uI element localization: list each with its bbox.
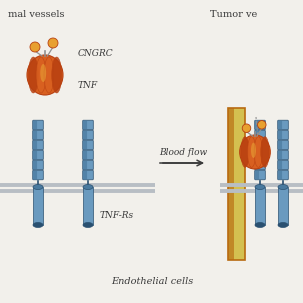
Text: TNF: TNF [78, 81, 98, 89]
FancyBboxPatch shape [278, 171, 282, 179]
Bar [228, 108, 234, 260]
FancyBboxPatch shape [278, 131, 282, 139]
Bar [255, 187, 265, 225]
Bar [33, 187, 43, 225]
Ellipse shape [52, 57, 62, 93]
Bar [228, 108, 245, 260]
FancyBboxPatch shape [33, 170, 43, 180]
Ellipse shape [255, 185, 265, 189]
FancyBboxPatch shape [255, 160, 265, 170]
FancyBboxPatch shape [33, 160, 43, 170]
Ellipse shape [83, 222, 93, 228]
Ellipse shape [254, 137, 263, 167]
FancyBboxPatch shape [278, 161, 282, 169]
FancyBboxPatch shape [33, 121, 37, 129]
FancyBboxPatch shape [83, 151, 87, 159]
FancyBboxPatch shape [278, 120, 288, 130]
FancyBboxPatch shape [33, 161, 37, 169]
Text: Blood flow: Blood flow [159, 148, 208, 157]
Ellipse shape [40, 64, 46, 82]
FancyBboxPatch shape [278, 141, 282, 149]
Circle shape [258, 121, 266, 129]
FancyBboxPatch shape [33, 171, 37, 179]
Ellipse shape [278, 185, 288, 189]
Bar [278, 187, 288, 225]
FancyBboxPatch shape [83, 160, 93, 170]
FancyBboxPatch shape [255, 130, 265, 140]
Ellipse shape [28, 57, 38, 93]
Text: CNGRC: CNGRC [78, 48, 114, 58]
FancyBboxPatch shape [278, 121, 282, 129]
FancyBboxPatch shape [255, 161, 259, 169]
FancyBboxPatch shape [255, 140, 265, 150]
FancyBboxPatch shape [83, 130, 93, 140]
FancyBboxPatch shape [83, 171, 87, 179]
Ellipse shape [33, 185, 43, 189]
Text: Tumor ve: Tumor ve [210, 10, 257, 19]
FancyBboxPatch shape [278, 130, 288, 140]
Circle shape [30, 42, 40, 52]
Ellipse shape [44, 57, 54, 93]
Ellipse shape [251, 143, 256, 158]
Ellipse shape [33, 222, 43, 228]
FancyBboxPatch shape [255, 150, 265, 160]
FancyBboxPatch shape [33, 140, 43, 150]
FancyBboxPatch shape [83, 141, 87, 149]
Ellipse shape [240, 135, 270, 169]
FancyBboxPatch shape [255, 151, 259, 159]
FancyBboxPatch shape [83, 121, 87, 129]
FancyBboxPatch shape [255, 141, 259, 149]
Circle shape [48, 38, 58, 48]
FancyBboxPatch shape [83, 170, 93, 180]
FancyBboxPatch shape [278, 151, 282, 159]
Text: mal vessels: mal vessels [8, 10, 65, 19]
Circle shape [242, 124, 251, 132]
FancyBboxPatch shape [33, 150, 43, 160]
FancyBboxPatch shape [33, 130, 43, 140]
Ellipse shape [241, 137, 249, 167]
FancyBboxPatch shape [255, 171, 259, 179]
FancyBboxPatch shape [33, 151, 37, 159]
Text: Endothelial cells: Endothelial cells [111, 278, 193, 287]
FancyBboxPatch shape [33, 141, 37, 149]
FancyBboxPatch shape [278, 140, 288, 150]
Ellipse shape [27, 55, 63, 95]
Ellipse shape [248, 137, 256, 167]
Ellipse shape [83, 185, 93, 189]
FancyBboxPatch shape [278, 160, 288, 170]
Ellipse shape [278, 222, 288, 228]
FancyBboxPatch shape [33, 131, 37, 139]
FancyBboxPatch shape [83, 161, 87, 169]
FancyBboxPatch shape [33, 120, 43, 130]
Ellipse shape [36, 57, 46, 93]
Ellipse shape [261, 137, 269, 167]
FancyBboxPatch shape [255, 170, 265, 180]
Bar [83, 187, 93, 225]
Text: TNF-Rs: TNF-Rs [100, 211, 134, 219]
FancyBboxPatch shape [278, 170, 288, 180]
FancyBboxPatch shape [278, 150, 288, 160]
FancyBboxPatch shape [83, 131, 87, 139]
FancyBboxPatch shape [83, 150, 93, 160]
FancyBboxPatch shape [255, 120, 265, 130]
FancyBboxPatch shape [255, 121, 259, 129]
FancyBboxPatch shape [255, 131, 259, 139]
Ellipse shape [255, 222, 265, 228]
FancyBboxPatch shape [83, 140, 93, 150]
FancyBboxPatch shape [83, 120, 93, 130]
